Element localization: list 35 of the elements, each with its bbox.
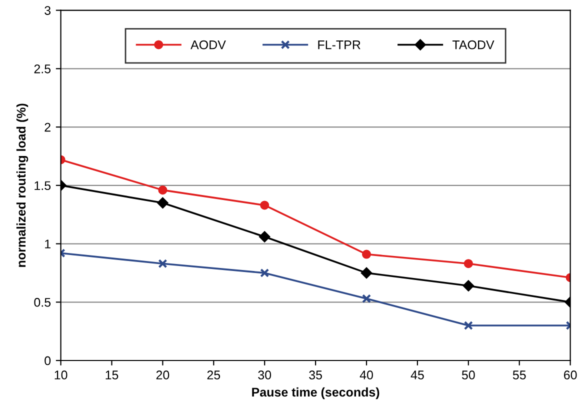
x-tick-label: 15 — [106, 370, 118, 380]
x-tick-label: 10 — [54, 370, 68, 380]
point — [462, 280, 474, 292]
y-tick-label: 1 — [45, 240, 50, 248]
point — [158, 259, 168, 268]
x-tick-label: 20 — [156, 370, 170, 380]
y-tick-label: 2.5 — [34, 64, 51, 74]
point — [260, 268, 270, 278]
x-axis-title: Pause time (seconds) — [252, 387, 380, 400]
y-tick-label: 1.5 — [34, 181, 51, 190]
x-tick-label: 35 — [309, 370, 322, 380]
x-tick-label: 55 — [512, 370, 526, 380]
x-tick-label: 50 — [462, 370, 475, 380]
point — [361, 267, 372, 278]
y-tick-label: 3 — [44, 6, 51, 15]
y-tick-label: 0.5 — [34, 298, 51, 307]
point — [464, 259, 473, 268]
point — [362, 250, 372, 259]
y-tick-label: 2 — [44, 122, 50, 132]
x-tick-label: 25 — [207, 370, 220, 380]
point — [260, 200, 270, 210]
point — [362, 294, 372, 304]
y-tick-label: 0 — [44, 356, 51, 366]
y-axis-title: normalized routing load (%) — [16, 104, 28, 267]
x-tick-label: 60 — [564, 370, 577, 380]
point — [158, 186, 168, 195]
x-tick-label: 40 — [360, 370, 373, 380]
point — [464, 320, 473, 330]
legend-label: TAODV — [452, 40, 494, 50]
x-tick-label: 30 — [258, 370, 272, 380]
point — [157, 197, 168, 208]
legend-label: AODV — [190, 40, 226, 50]
x-tick-label: 45 — [410, 370, 424, 380]
legend-label: FL-TPR — [318, 40, 360, 50]
point — [259, 231, 270, 242]
